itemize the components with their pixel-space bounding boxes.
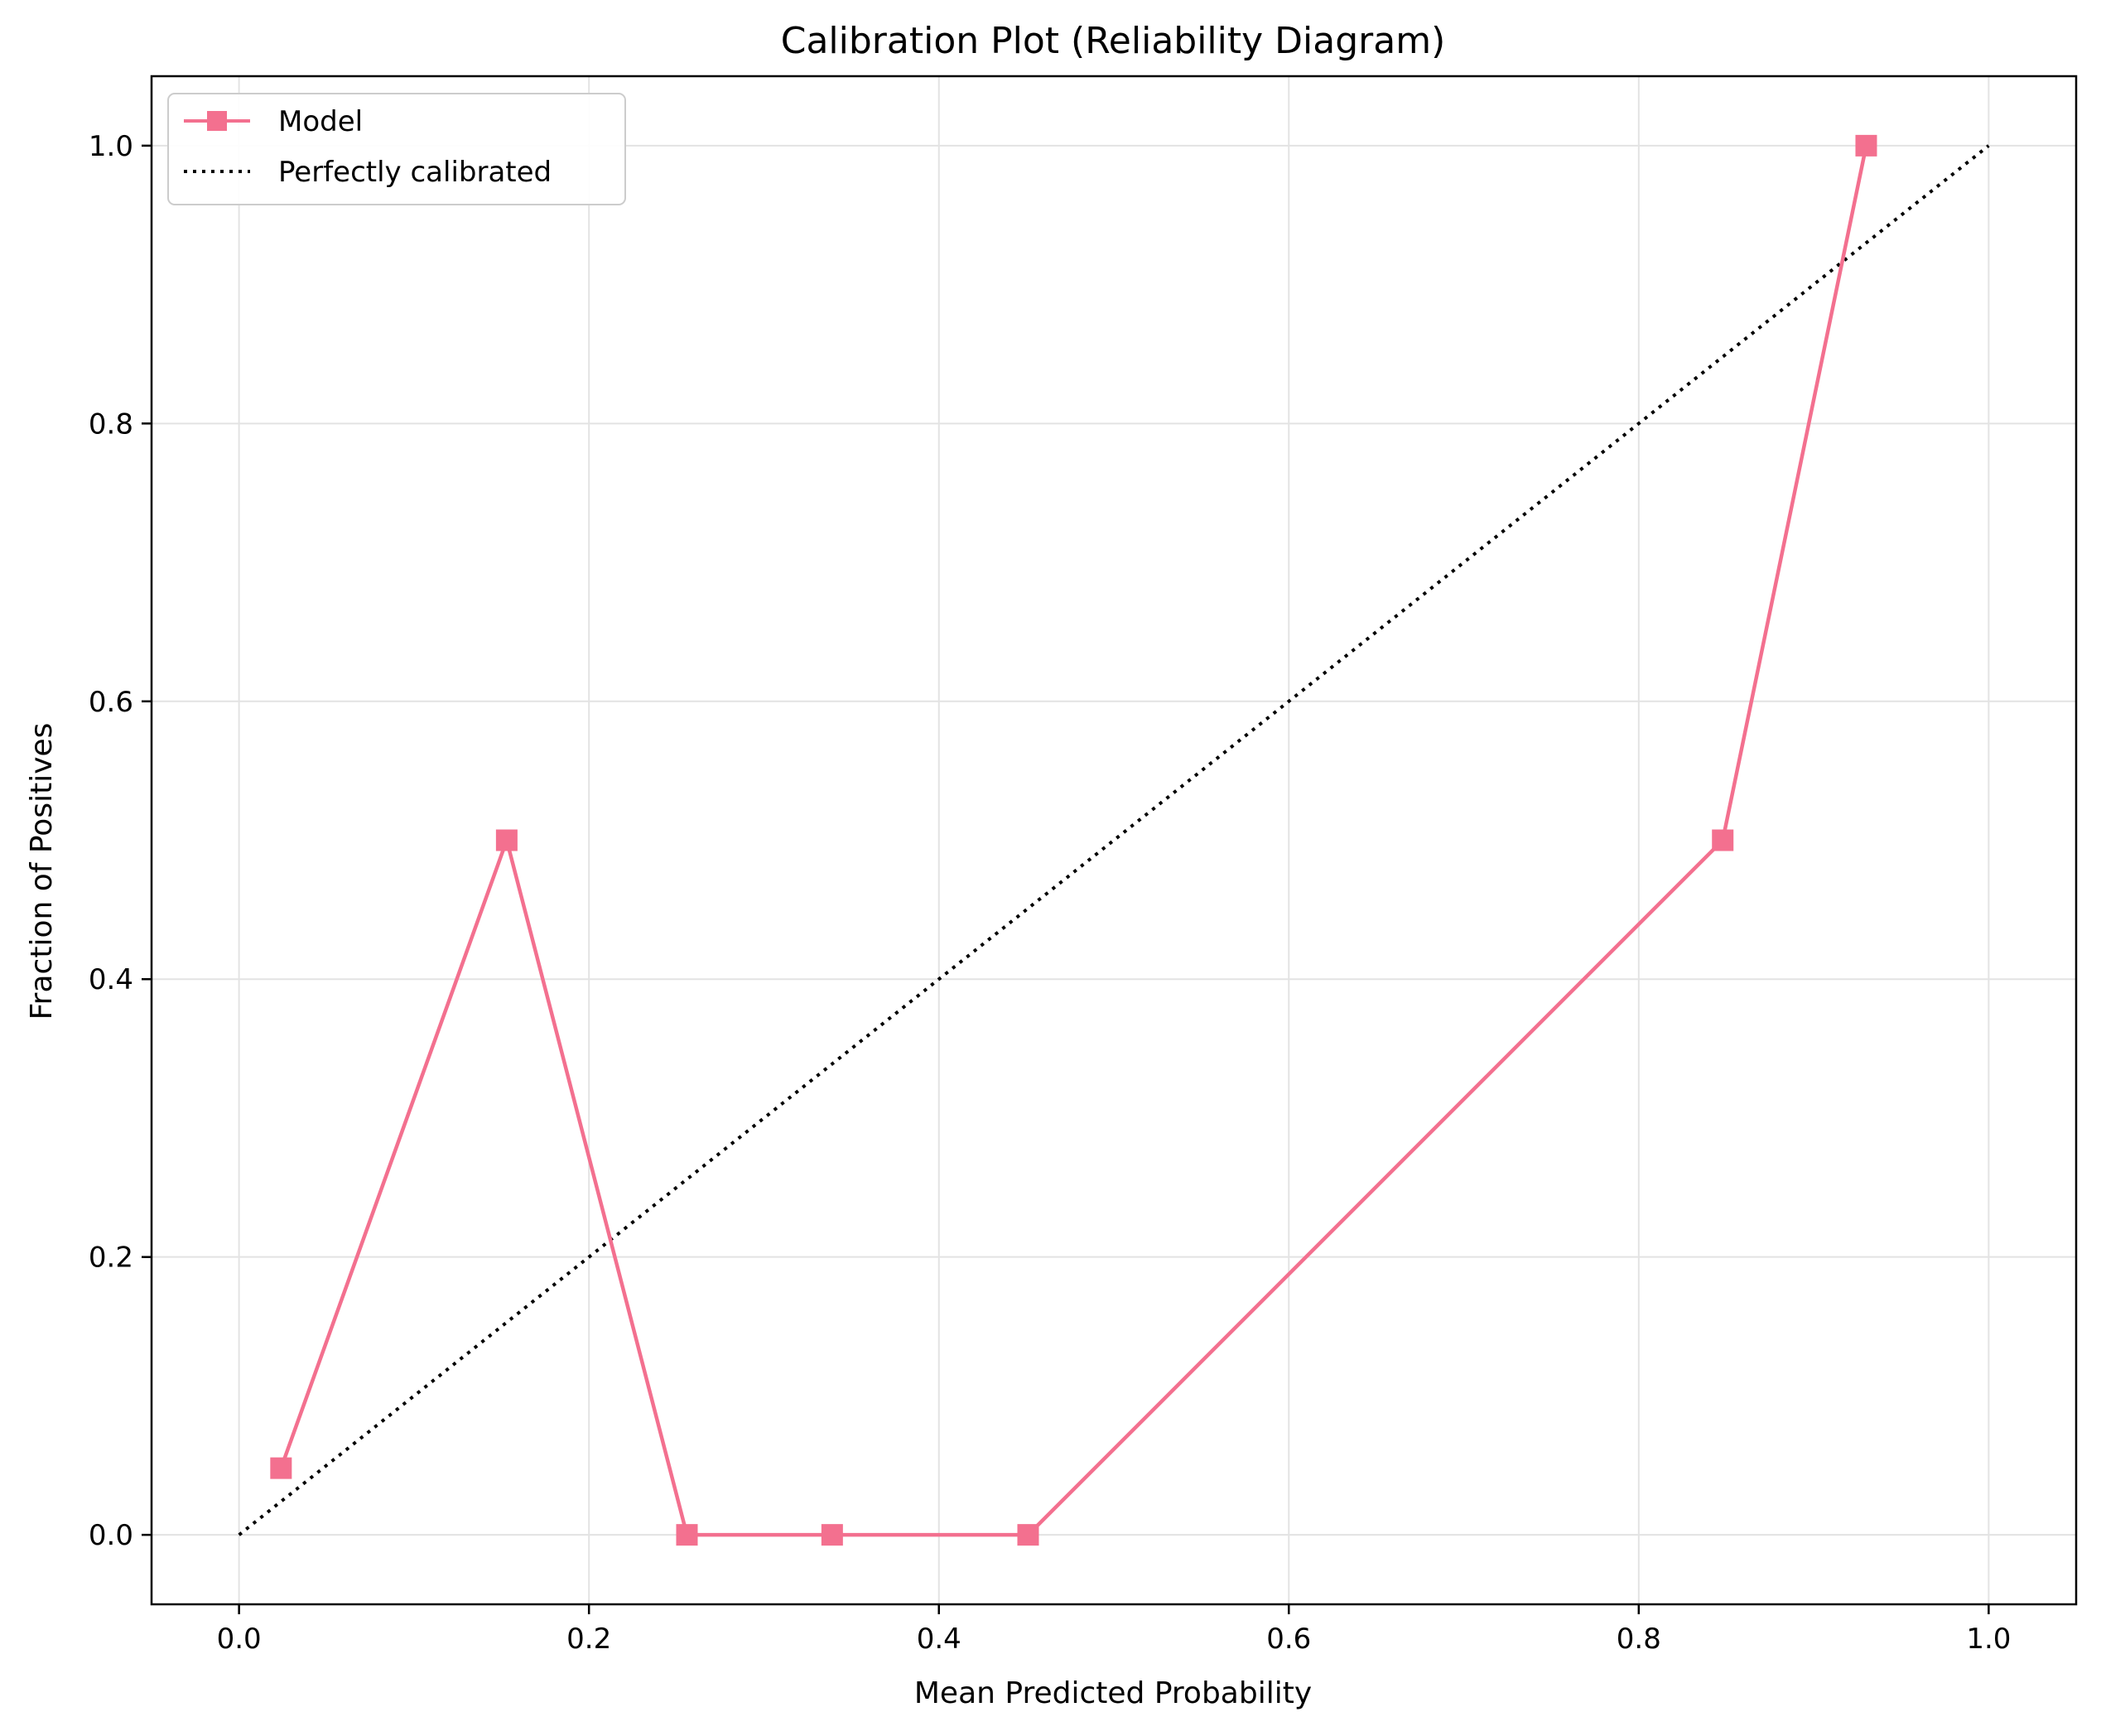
model-point-marker — [676, 1524, 698, 1546]
legend-box — [167, 93, 626, 205]
legend-calibrated-label: Perfectly calibrated — [278, 156, 552, 189]
model-point-marker — [821, 1524, 843, 1546]
x-tick-label: 0.4 — [917, 1623, 961, 1656]
y-tick-label: 0.4 — [89, 963, 133, 996]
model-point-marker — [495, 829, 518, 851]
legend: Model Perfectly calibrated — [167, 93, 626, 205]
x-tick-label: 0.2 — [566, 1623, 611, 1656]
y-tick-label: 0.0 — [89, 1519, 133, 1552]
legend-model-label: Model — [278, 105, 363, 138]
chart-title: Calibration Plot (Reliability Diagram) — [781, 20, 1446, 62]
model-point-marker — [1712, 829, 1734, 851]
legend-model-marker — [207, 111, 227, 131]
perfectly-calibrated-line — [238, 144, 1990, 1536]
x-axis: 0.0 0.2 0.4 0.6 0.8 1.0 — [217, 1604, 2011, 1656]
y-tick-label: 0.6 — [89, 686, 133, 719]
x-tick-label: 1.0 — [1966, 1623, 2011, 1656]
plot-frame — [150, 75, 2078, 1606]
model-point-marker — [270, 1457, 292, 1479]
x-tick-label: 0.8 — [1617, 1623, 1661, 1656]
y-tick-label: 0.2 — [89, 1242, 133, 1275]
x-tick-label: 0.6 — [1266, 1623, 1311, 1656]
series-layer — [238, 134, 1990, 1546]
x-axis-label: Mean Predicted Probability — [914, 1676, 1312, 1710]
x-tick-label: 0.0 — [217, 1623, 262, 1656]
model-point-marker — [1017, 1524, 1039, 1546]
model-point-marker — [1855, 134, 1877, 157]
y-tick-label: 1.0 — [89, 130, 133, 163]
y-axis: 0.0 0.2 0.4 0.6 0.8 1.0 — [89, 130, 152, 1552]
y-tick-label: 0.8 — [89, 407, 133, 441]
y-axis-label: Fraction of Positives — [25, 723, 59, 1020]
